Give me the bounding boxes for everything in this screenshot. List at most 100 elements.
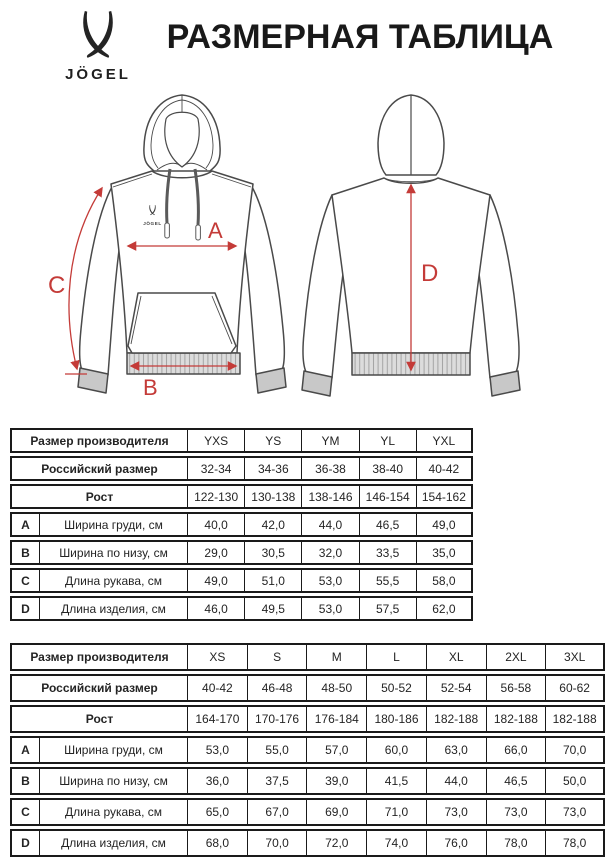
- size-value-cell: 170-176: [246, 705, 307, 733]
- size-value-cell: 46-48: [246, 674, 307, 702]
- size-header-row: Размер производителя XS S M L XL 2XL 3XL: [10, 643, 605, 671]
- size-code-cell: YS: [244, 428, 302, 453]
- size-value-cell: 55,5: [358, 568, 416, 593]
- size-value-cell: 63,0: [425, 736, 486, 764]
- size-value-cell: 164-170: [187, 705, 247, 733]
- size-value-cell: 70,0: [246, 829, 307, 857]
- size-value-cell: 36-38: [301, 456, 359, 481]
- row-letter-cell: D: [10, 596, 39, 621]
- size-code-cell: YL: [358, 428, 416, 453]
- size-value-cell: 35,0: [415, 540, 473, 565]
- label-a: A: [208, 218, 223, 243]
- size-value-cell: 33,5: [358, 540, 416, 565]
- page-title: РАЗМЕРНАЯ ТАБЛИЦА: [166, 18, 554, 56]
- row-letter-cell: A: [10, 512, 39, 537]
- size-table-youth: Размер производителя YXS YS YM YL YXL Ро…: [10, 425, 473, 624]
- size-value-cell: 154-162: [415, 484, 473, 509]
- size-value-cell: 57,0: [306, 736, 367, 764]
- size-value-cell: 78,0: [545, 829, 605, 857]
- measure-row: A Ширина груди, см 53,0 55,0 57,0 60,0 6…: [10, 736, 605, 764]
- chest-logo-text: JÖGEL: [143, 220, 162, 226]
- size-value-cell: 40-42: [187, 674, 247, 702]
- size-value-cell: 40,0: [187, 512, 245, 537]
- size-code-cell: M: [306, 643, 367, 671]
- front-hoodie-drawing: JÖGEL: [77, 94, 287, 394]
- size-value-cell: 29,0: [187, 540, 245, 565]
- size-value-cell: 73,0: [425, 798, 486, 826]
- size-value-cell: 37,5: [246, 767, 307, 795]
- measure-letters: A B C D: [48, 218, 438, 400]
- size-value-cell: 146-154: [358, 484, 416, 509]
- back-hoodie-drawing: [301, 94, 521, 397]
- size-value-cell: 78,0: [485, 829, 546, 857]
- row-label-cell: Ширина груди, см: [39, 736, 188, 764]
- size-value-cell: 71,0: [366, 798, 426, 826]
- size-value-cell: 55,0: [246, 736, 307, 764]
- size-value-cell: 30,5: [244, 540, 302, 565]
- measure-arrows: [65, 183, 416, 375]
- size-code-cell: YM: [301, 428, 359, 453]
- size-value-cell: 122-130: [187, 484, 245, 509]
- size-table-adult: Размер производителя XS S M L XL 2XL 3XL…: [10, 640, 605, 860]
- size-value-cell: 130-138: [244, 484, 302, 509]
- size-value-cell: 73,0: [545, 798, 605, 826]
- size-value-cell: 138-146: [301, 484, 359, 509]
- size-value-cell: 65,0: [187, 798, 247, 826]
- measure-row: B Ширина по низу, см 36,0 37,5 39,0 41,5…: [10, 767, 605, 795]
- label-b: B: [143, 375, 158, 400]
- measure-row: B Ширина по низу, см 29,0 30,5 32,0 33,5…: [10, 540, 473, 565]
- arrow-c: [68, 186, 103, 371]
- header-label-cell: Размер производителя: [10, 428, 188, 453]
- size-header-row: Российский размер 32-34 34-36 36-38 38-4…: [10, 456, 473, 481]
- chest-logo-icon: [149, 205, 156, 216]
- row-label-cell: Ширина груди, см: [39, 512, 188, 537]
- size-value-cell: 67,0: [246, 798, 307, 826]
- header-label-cell: Размер производителя: [10, 643, 188, 671]
- size-value-cell: 51,0: [244, 568, 302, 593]
- row-letter-cell: C: [10, 568, 39, 593]
- size-value-cell: 39,0: [306, 767, 367, 795]
- size-value-cell: 49,0: [415, 512, 473, 537]
- size-header-row: Рост 122-130 130-138 138-146 146-154 154…: [10, 484, 473, 509]
- size-value-cell: 60,0: [366, 736, 426, 764]
- size-header-row: Российский размер 40-42 46-48 48-50 50-5…: [10, 674, 605, 702]
- hoodie-measure-diagram: JÖGEL A B: [48, 94, 521, 400]
- size-value-cell: 60-62: [545, 674, 605, 702]
- size-code-cell: YXL: [415, 428, 473, 453]
- row-label-cell: Длина изделия, см: [39, 829, 188, 857]
- size-value-cell: 44,0: [425, 767, 486, 795]
- size-value-cell: 56-58: [485, 674, 546, 702]
- header-label-cell: Рост: [10, 705, 188, 733]
- size-value-cell: 76,0: [425, 829, 486, 857]
- measure-row: C Длина рукава, см 65,0 67,0 69,0 71,0 7…: [10, 798, 605, 826]
- size-value-cell: 48-50: [306, 674, 367, 702]
- size-value-cell: 73,0: [485, 798, 546, 826]
- row-label-cell: Ширина по низу, см: [39, 540, 188, 565]
- size-code-cell: L: [366, 643, 426, 671]
- row-label-cell: Ширина по низу, см: [39, 767, 188, 795]
- header-label-cell: Российский размер: [10, 674, 188, 702]
- size-value-cell: 72,0: [306, 829, 367, 857]
- row-label-cell: Длина рукава, см: [39, 568, 188, 593]
- row-letter-cell: B: [10, 767, 39, 795]
- size-value-cell: 46,0: [187, 596, 245, 621]
- size-value-cell: 176-184: [306, 705, 367, 733]
- size-value-cell: 180-186: [366, 705, 426, 733]
- measure-row: D Длина изделия, см 68,0 70,0 72,0 74,0 …: [10, 829, 605, 857]
- size-value-cell: 69,0: [306, 798, 367, 826]
- size-value-cell: 38-40: [358, 456, 416, 481]
- row-letter-cell: D: [10, 829, 39, 857]
- size-value-cell: 46,5: [358, 512, 416, 537]
- size-value-cell: 52-54: [425, 674, 486, 702]
- size-value-cell: 41,5: [366, 767, 426, 795]
- size-value-cell: 66,0: [485, 736, 546, 764]
- size-value-cell: 46,5: [485, 767, 546, 795]
- size-value-cell: 32,0: [301, 540, 359, 565]
- size-value-cell: 53,0: [301, 568, 359, 593]
- size-value-cell: 57,5: [358, 596, 416, 621]
- size-value-cell: 58,0: [415, 568, 473, 593]
- size-value-cell: 68,0: [187, 829, 247, 857]
- measure-row: C Длина рукава, см 49,0 51,0 53,0 55,5 5…: [10, 568, 473, 593]
- size-value-cell: 40-42: [415, 456, 473, 481]
